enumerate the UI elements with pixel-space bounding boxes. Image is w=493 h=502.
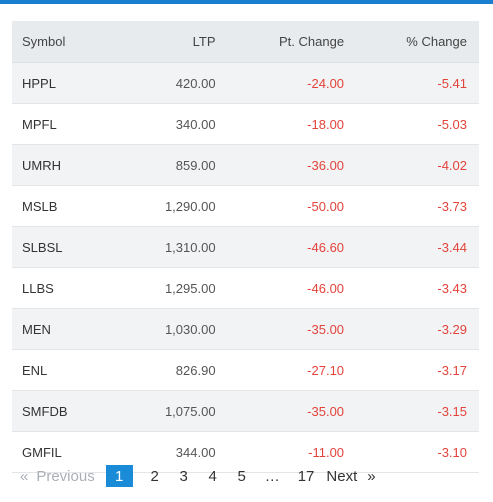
column-header-pct-change[interactable]: % Change bbox=[345, 21, 479, 63]
page-link-3[interactable]: 3 bbox=[179, 467, 188, 485]
table-row[interactable]: ENL 826.90 -27.10 -3.17 bbox=[12, 349, 479, 391]
cell-pt-change: -36.00 bbox=[215, 144, 346, 186]
cell-ltp: 340.00 bbox=[114, 103, 216, 145]
top-accent-bar bbox=[0, 0, 493, 4]
page-link-4[interactable]: 4 bbox=[208, 467, 217, 485]
cell-ltp: 826.90 bbox=[114, 349, 216, 391]
cell-pct-change: -5.03 bbox=[345, 103, 479, 145]
cell-pct-change: -3.73 bbox=[345, 185, 479, 227]
table-row[interactable]: MSLB 1,290.00 -50.00 -3.73 bbox=[12, 185, 479, 227]
pagination-ellipsis: … bbox=[264, 467, 280, 485]
table-row[interactable]: UMRH 859.00 -36.00 -4.02 bbox=[12, 144, 479, 186]
cell-pt-change: -50.00 bbox=[215, 185, 346, 227]
cell-pt-change: -18.00 bbox=[215, 103, 346, 145]
table-row[interactable]: MPFL 340.00 -18.00 -5.03 bbox=[12, 103, 479, 145]
page-link-5[interactable]: 5 bbox=[237, 467, 246, 485]
page-link-17[interactable]: 17 bbox=[297, 467, 315, 485]
cell-ltp: 859.00 bbox=[114, 144, 216, 186]
cell-pt-change: -46.60 bbox=[215, 226, 346, 268]
cell-symbol: UMRH bbox=[12, 144, 115, 186]
cell-pt-change: -24.00 bbox=[215, 62, 346, 104]
page-link-2[interactable]: 2 bbox=[150, 467, 159, 485]
cell-ltp: 420.00 bbox=[114, 62, 216, 104]
cell-symbol: MEN bbox=[12, 308, 115, 350]
top-losers-table: Symbol LTP Pt. Change % Change HPPL 420.0… bbox=[12, 21, 479, 473]
cell-pct-change: -3.10 bbox=[345, 431, 479, 473]
cell-pt-change: -11.00 bbox=[215, 431, 346, 473]
cell-pct-change: -3.43 bbox=[345, 267, 479, 309]
previous-page-link: Previous bbox=[36, 467, 95, 485]
cell-pt-change: -35.00 bbox=[215, 390, 346, 432]
table-row[interactable]: GMFIL 344.00 -11.00 -3.10 bbox=[12, 431, 479, 473]
page-link-1[interactable]: 1 bbox=[105, 465, 133, 487]
cell-pct-change: -3.29 bbox=[345, 308, 479, 350]
table-row[interactable]: HPPL 420.00 -24.00 -5.41 bbox=[12, 62, 479, 104]
table-header-row: Symbol LTP Pt. Change % Change bbox=[12, 21, 479, 63]
pagination: « Previous 1 2 3 4 5 … 17 Next » bbox=[12, 464, 376, 488]
table-row[interactable]: MEN 1,030.00 -35.00 -3.29 bbox=[12, 308, 479, 350]
cell-symbol: HPPL bbox=[12, 62, 115, 104]
column-header-pt-change[interactable]: Pt. Change bbox=[215, 21, 346, 63]
table-row[interactable]: SLBSL 1,310.00 -46.60 -3.44 bbox=[12, 226, 479, 268]
cell-pt-change: -46.00 bbox=[215, 267, 346, 309]
next-page-link[interactable]: Next bbox=[326, 467, 358, 485]
cell-pt-change: -35.00 bbox=[215, 308, 346, 350]
previous-arrow-icon: « bbox=[20, 467, 29, 485]
cell-pct-change: -3.44 bbox=[345, 226, 479, 268]
column-header-symbol[interactable]: Symbol bbox=[12, 21, 115, 63]
cell-symbol: SLBSL bbox=[12, 226, 115, 268]
cell-ltp: 1,030.00 bbox=[114, 308, 216, 350]
cell-pt-change: -27.10 bbox=[215, 349, 346, 391]
cell-symbol: ENL bbox=[12, 349, 115, 391]
cell-ltp: 1,295.00 bbox=[114, 267, 216, 309]
cell-symbol: SMFDB bbox=[12, 390, 115, 432]
next-arrow-icon[interactable]: » bbox=[367, 467, 376, 485]
cell-ltp: 1,290.00 bbox=[114, 185, 216, 227]
cell-ltp: 1,310.00 bbox=[114, 226, 216, 268]
cell-ltp: 1,075.00 bbox=[114, 390, 216, 432]
cell-symbol: GMFIL bbox=[12, 431, 115, 473]
cell-symbol: LLBS bbox=[12, 267, 115, 309]
cell-symbol: MSLB bbox=[12, 185, 115, 227]
table-row[interactable]: SMFDB 1,075.00 -35.00 -3.15 bbox=[12, 390, 479, 432]
cell-symbol: MPFL bbox=[12, 103, 115, 145]
cell-pct-change: -4.02 bbox=[345, 144, 479, 186]
cell-pct-change: -5.41 bbox=[345, 62, 479, 104]
table-row[interactable]: LLBS 1,295.00 -46.00 -3.43 bbox=[12, 267, 479, 309]
column-header-ltp[interactable]: LTP bbox=[114, 21, 216, 63]
cell-pct-change: -3.17 bbox=[345, 349, 479, 391]
cell-pct-change: -3.15 bbox=[345, 390, 479, 432]
